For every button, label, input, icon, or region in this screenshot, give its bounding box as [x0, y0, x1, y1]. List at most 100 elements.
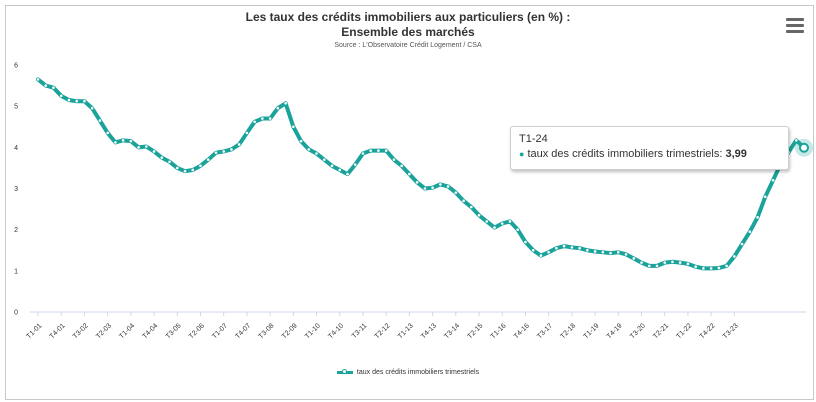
data-point[interactable] — [214, 151, 218, 154]
data-point[interactable] — [446, 185, 450, 188]
data-point[interactable] — [199, 164, 202, 168]
data-point[interactable] — [756, 216, 759, 219]
data-point[interactable] — [740, 242, 744, 246]
data-point[interactable] — [555, 246, 558, 250]
data-point[interactable] — [137, 146, 140, 149]
data-point[interactable] — [462, 199, 465, 203]
data-point[interactable] — [307, 148, 311, 151]
data-point[interactable] — [261, 117, 264, 120]
data-point[interactable] — [191, 168, 195, 172]
data-point[interactable] — [346, 172, 349, 176]
data-point[interactable] — [439, 183, 442, 186]
data-point[interactable] — [315, 152, 318, 155]
data-point[interactable] — [276, 106, 280, 110]
data-point[interactable] — [508, 220, 512, 223]
data-point[interactable] — [361, 152, 365, 155]
data-point[interactable] — [539, 254, 543, 257]
data-point[interactable] — [794, 139, 798, 142]
data-point[interactable] — [477, 213, 481, 217]
data-point[interactable] — [678, 261, 682, 264]
data-point[interactable] — [322, 158, 326, 161]
data-point[interactable] — [44, 84, 48, 87]
chart-menu-button[interactable] — [786, 18, 804, 34]
data-point[interactable] — [640, 261, 643, 264]
data-point[interactable] — [647, 264, 651, 268]
data-point[interactable] — [624, 253, 628, 256]
data-point[interactable] — [686, 262, 690, 266]
data-point[interactable] — [694, 265, 697, 269]
data-point[interactable] — [338, 168, 342, 172]
data-point[interactable] — [121, 139, 125, 142]
data-point[interactable] — [493, 226, 496, 229]
data-point[interactable] — [408, 172, 411, 176]
data-point[interactable] — [353, 163, 357, 166]
data-point[interactable] — [59, 94, 63, 98]
data-point[interactable] — [655, 264, 659, 268]
data-point[interactable] — [663, 261, 667, 264]
data-point[interactable] — [516, 228, 520, 231]
data-point[interactable] — [152, 150, 156, 153]
data-point[interactable] — [206, 158, 210, 161]
data-point[interactable] — [284, 101, 287, 105]
data-point[interactable] — [106, 131, 109, 135]
data-point[interactable] — [175, 166, 179, 170]
data-point[interactable] — [67, 98, 71, 102]
data-point[interactable] — [725, 264, 728, 268]
data-point[interactable] — [586, 248, 589, 252]
data-point[interactable] — [771, 178, 775, 182]
data-point[interactable] — [469, 205, 473, 209]
data-point[interactable] — [609, 251, 612, 255]
data-point[interactable] — [709, 267, 713, 270]
data-point[interactable] — [702, 267, 705, 270]
data-point[interactable] — [299, 139, 303, 143]
data-point[interactable] — [601, 251, 605, 254]
data-point[interactable] — [222, 150, 225, 153]
data-point[interactable] — [400, 164, 403, 168]
data-point[interactable] — [617, 251, 620, 254]
data-point[interactable] — [485, 220, 489, 223]
data-point[interactable] — [369, 149, 373, 152]
data-point[interactable] — [500, 222, 504, 225]
data-point[interactable] — [593, 250, 597, 253]
data-point[interactable] — [377, 149, 380, 152]
data-point[interactable] — [90, 106, 94, 110]
data-point[interactable] — [671, 260, 674, 264]
data-point[interactable] — [547, 251, 550, 254]
data-point[interactable] — [431, 186, 434, 189]
data-point[interactable] — [292, 125, 295, 129]
data-point[interactable] — [245, 131, 249, 135]
data-point[interactable] — [230, 148, 233, 151]
data-point[interactable] — [83, 99, 86, 103]
data-point[interactable] — [237, 143, 241, 146]
data-point[interactable] — [52, 86, 55, 89]
data-point[interactable] — [524, 240, 527, 244]
data-point[interactable] — [562, 244, 566, 248]
data-point[interactable] — [733, 255, 736, 258]
data-point[interactable] — [268, 117, 272, 120]
data-point[interactable] — [764, 195, 767, 199]
data-point[interactable] — [183, 169, 187, 173]
data-point[interactable] — [36, 78, 40, 81]
data-point[interactable] — [632, 257, 636, 260]
data-point[interactable] — [75, 99, 78, 103]
data-point[interactable] — [168, 160, 171, 164]
data-point[interactable] — [570, 246, 574, 249]
data-point[interactable] — [253, 120, 256, 124]
data-point[interactable] — [415, 181, 419, 184]
data-point[interactable] — [423, 187, 427, 190]
data-point[interactable] — [531, 248, 535, 252]
data-point-highlighted[interactable] — [799, 142, 809, 153]
data-point[interactable] — [748, 230, 752, 234]
chart-legend[interactable]: taux des crédits immobiliers trimestriel… — [0, 368, 816, 376]
data-point[interactable] — [330, 164, 334, 168]
data-point[interactable] — [578, 246, 581, 250]
data-point[interactable] — [392, 158, 396, 161]
data-point[interactable] — [384, 149, 388, 152]
data-point[interactable] — [145, 145, 148, 148]
data-point[interactable] — [129, 139, 133, 143]
data-point[interactable] — [454, 191, 458, 194]
data-point[interactable] — [114, 141, 117, 144]
data-point[interactable] — [160, 156, 164, 159]
data-point[interactable] — [717, 266, 721, 270]
data-point[interactable] — [98, 119, 102, 122]
